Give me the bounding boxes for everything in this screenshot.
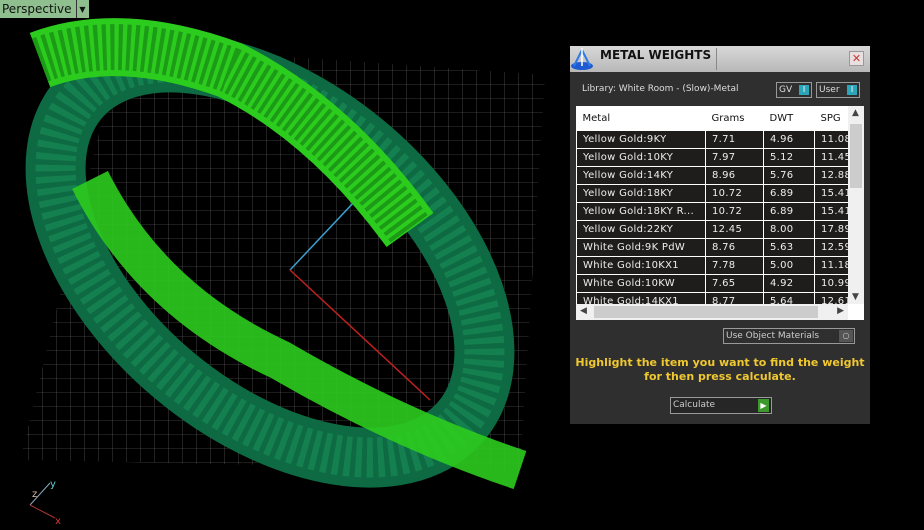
title-divider <box>716 48 717 70</box>
cell-metal: Yellow Gold:18KY R... <box>576 202 706 221</box>
cell-spg: 10.99 <box>814 274 849 293</box>
vertical-scrollbar[interactable]: ▲ ▼ <box>848 106 864 304</box>
cell-grams: 10.72 <box>705 184 764 203</box>
user-label: User <box>819 85 840 95</box>
cell-dwt: 6.89 <box>763 202 815 221</box>
cell-metal: Yellow Gold:9KY <box>576 130 706 149</box>
axis-gizmo: z y x <box>29 479 61 527</box>
cell-spg: 12.88 <box>814 166 849 185</box>
scroll-up-icon[interactable]: ▲ <box>852 108 859 118</box>
cell-dwt: 5.00 <box>763 256 815 275</box>
cell-spg: 11.18 <box>814 256 849 275</box>
metal-weights-panel: METAL WEIGHTS ✕ Library: White Room - (S… <box>570 46 870 424</box>
scroll-left-icon[interactable]: ◀ <box>580 306 587 316</box>
viewport-label[interactable]: Perspective ▼ <box>0 0 89 18</box>
gv-toggle[interactable]: GV I <box>776 82 812 98</box>
radio-icon: ○ <box>839 330 853 342</box>
cell-dwt: 5.63 <box>763 238 815 257</box>
horizontal-scrollbar[interactable]: ◀ ▶ <box>576 304 848 320</box>
cell-metal: White Gold:10KX1 <box>576 256 706 275</box>
cell-grams: 7.97 <box>705 148 764 167</box>
table-row[interactable]: Yellow Gold:9KY 7.71 4.96 11.08 <box>576 130 849 149</box>
x-axis-line <box>289 269 431 401</box>
library-label: Library: White Room - (Slow)-Metal <box>582 84 739 94</box>
cell-spg: 15.41 <box>814 184 849 203</box>
scale-logo-icon <box>571 48 593 70</box>
cell-grams: 7.71 <box>705 130 764 149</box>
ring-model <box>25 18 527 489</box>
cell-dwt: 5.76 <box>763 166 815 185</box>
table-row[interactable]: Yellow Gold:18KY R... 10.72 6.89 15.41 <box>576 202 849 221</box>
cell-metal: Yellow Gold:10KY <box>576 148 706 167</box>
table-row[interactable]: Yellow Gold:14KY 8.96 5.76 12.88 <box>576 166 849 185</box>
cell-dwt: 6.89 <box>763 184 815 203</box>
y-axis-label: y <box>50 479 56 490</box>
user-toggle[interactable]: User I <box>816 82 860 98</box>
use-object-materials-label: Use Object Materials <box>726 331 820 341</box>
table-row[interactable]: White Gold:10KW 7.65 4.92 10.99 <box>576 274 849 293</box>
column-dwt[interactable]: DWT <box>763 106 815 131</box>
table-row[interactable]: Yellow Gold:22KY 12.45 8.00 17.89 <box>576 220 849 239</box>
instruction-text: Highlight the item you want to find the … <box>575 356 865 383</box>
cell-grams: 7.65 <box>705 274 764 293</box>
column-grams[interactable]: Grams <box>705 106 764 131</box>
cell-grams: 8.96 <box>705 166 764 185</box>
cell-spg: 12.59 <box>814 238 849 257</box>
cell-dwt: 5.12 <box>763 148 815 167</box>
table-row[interactable]: Yellow Gold:18KY 10.72 6.89 15.41 <box>576 184 849 203</box>
panel-title: METAL WEIGHTS <box>600 48 712 62</box>
calculate-button[interactable]: Calculate ▶ <box>670 397 772 414</box>
metal-table: Metal Grams DWT SPG Yellow Gold:9KY 7.71 4… <box>576 106 864 320</box>
x-axis-label: x <box>55 516 61 526</box>
column-spg[interactable]: SPG <box>814 106 849 131</box>
cell-grams: 10.72 <box>705 202 764 221</box>
cell-metal: Yellow Gold:22KY <box>576 220 706 239</box>
use-object-materials-toggle[interactable]: Use Object Materials ○ <box>723 328 855 344</box>
table-row[interactable]: Yellow Gold:10KY 7.97 5.12 11.45 <box>576 148 849 167</box>
cell-dwt: 4.92 <box>763 274 815 293</box>
horizontal-scroll-thumb[interactable] <box>594 306 818 318</box>
cell-spg: 11.45 <box>814 148 849 167</box>
cell-spg: 11.08 <box>814 130 849 149</box>
column-metal[interactable]: Metal <box>576 106 706 131</box>
table-header: Metal Grams DWT SPG <box>576 106 849 131</box>
scroll-right-icon[interactable]: ▶ <box>837 306 844 316</box>
chevron-down-icon[interactable]: ▼ <box>75 0 89 18</box>
cell-spg: 17.89 <box>814 220 849 239</box>
cell-metal: White Gold:10KW <box>576 274 706 293</box>
vertical-scroll-thumb[interactable] <box>850 124 862 188</box>
cell-dwt: 4.96 <box>763 130 815 149</box>
cell-metal: Yellow Gold:18KY <box>576 184 706 203</box>
cell-grams: 7.78 <box>705 256 764 275</box>
viewport-name: Perspective <box>2 2 72 16</box>
close-button[interactable]: ✕ <box>849 51 864 66</box>
panel-titlebar[interactable]: METAL WEIGHTS ✕ <box>570 46 870 72</box>
cell-grams: 8.76 <box>705 238 764 257</box>
cell-dwt: 8.00 <box>763 220 815 239</box>
cell-metal: Yellow Gold:14KY <box>576 166 706 185</box>
calculate-label: Calculate <box>673 400 716 410</box>
gv-switch-icon: I <box>799 85 809 95</box>
user-switch-icon: I <box>847 85 857 95</box>
scroll-down-icon[interactable]: ▼ <box>852 292 859 302</box>
cell-metal: White Gold:9K PdW <box>576 238 706 257</box>
z-axis-label: z <box>32 489 37 500</box>
cell-spg: 15.41 <box>814 202 849 221</box>
table-row[interactable]: White Gold:9K PdW 8.76 5.63 12.59 <box>576 238 849 257</box>
gv-label: GV <box>779 85 793 95</box>
table-row[interactable]: White Gold:10KX1 7.78 5.00 11.18 <box>576 256 849 275</box>
play-icon: ▶ <box>758 399 769 412</box>
cell-grams: 12.45 <box>705 220 764 239</box>
